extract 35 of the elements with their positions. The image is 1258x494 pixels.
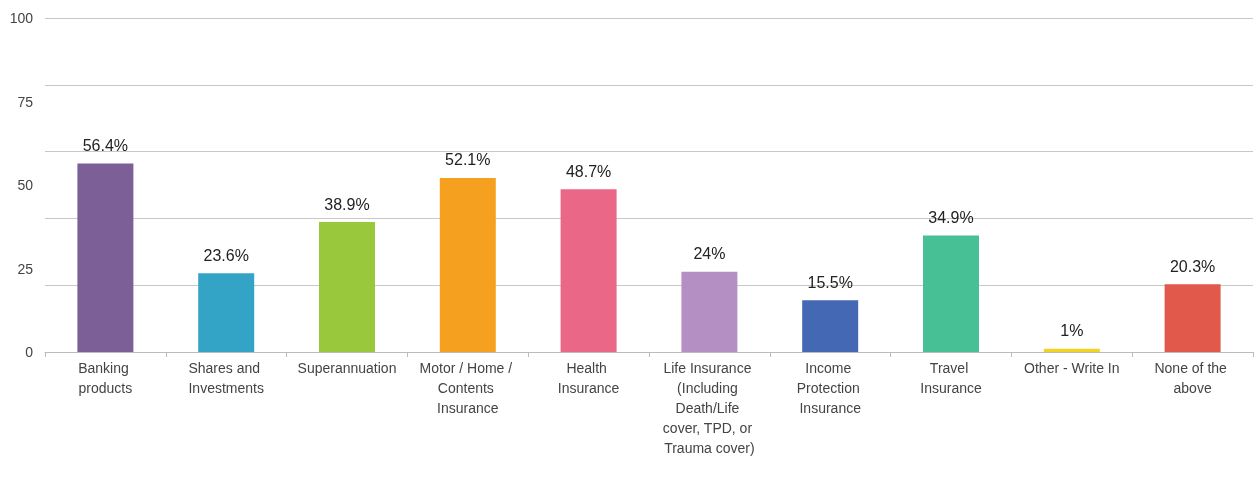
data-label: 56.4% — [82, 137, 129, 155]
bar — [1043, 348, 1100, 352]
x-tick-label: Shares and Investments — [188, 360, 264, 396]
data-label: 24% — [693, 245, 726, 263]
x-tick-label: None of the above — [1154, 360, 1231, 396]
bar — [560, 189, 617, 352]
x-tick-label: Superannuation — [297, 360, 397, 376]
y-tick-label: 25 — [17, 260, 34, 277]
x-tick-label: Motor / Home / Contents Insurance — [419, 360, 517, 416]
bar — [681, 271, 738, 352]
bar — [319, 222, 375, 352]
data-label: 23.6% — [203, 246, 249, 264]
data-label: 52.1% — [445, 151, 491, 169]
bar — [77, 163, 134, 352]
data-label: 38.9% — [324, 195, 370, 213]
x-tick-label: Travel Insurance — [920, 360, 982, 396]
x-tick-label: Other - Write In — [1024, 360, 1120, 376]
bar — [439, 177, 496, 352]
data-label: 1% — [1060, 322, 1084, 340]
data-label: 15.5% — [807, 273, 853, 291]
bar — [1164, 284, 1221, 352]
bar — [802, 300, 859, 352]
x-tick-label: Income Protection Insurance — [796, 360, 864, 416]
y-tick-label: 0 — [25, 344, 34, 360]
y-tick-label: 50 — [17, 177, 34, 193]
data-label: 20.3% — [1169, 257, 1216, 275]
x-tick-label: Banking products — [78, 360, 133, 396]
bar — [923, 235, 979, 352]
y-tick-label: 100 — [9, 10, 34, 26]
y-tick-label: 75 — [17, 93, 34, 110]
x-tick-label: Life Insurance (Including Death/Life cover, TPD, or Trauma cover) — [662, 360, 756, 456]
bar — [198, 273, 255, 352]
data-label: 48.7% — [565, 162, 612, 180]
data-label: 34.9% — [928, 208, 974, 226]
x-tick-label: Health Insurance — [557, 360, 620, 396]
